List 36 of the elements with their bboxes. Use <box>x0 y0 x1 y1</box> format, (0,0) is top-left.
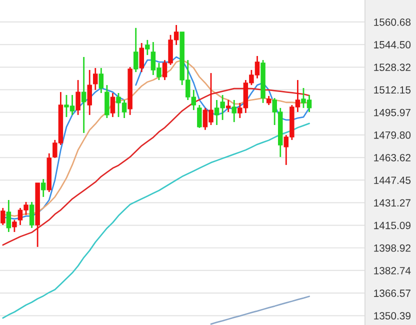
y-tick-label: 1350.39 <box>374 312 410 320</box>
y-tick-label: 1366.57 <box>374 290 410 297</box>
candlestick <box>104 84 110 119</box>
y-tick-label: 1528.32 <box>374 64 410 72</box>
candlestick <box>12 219 17 233</box>
candlestick <box>0 207 6 226</box>
y-tick-label: 1382.74 <box>374 266 411 274</box>
candlestick <box>266 95 272 106</box>
candlestick <box>76 79 80 116</box>
candlestick <box>81 56 86 134</box>
candlestick <box>40 178 46 198</box>
candlestick <box>110 92 116 118</box>
y-tick-label: 1512.15 <box>374 86 411 94</box>
candlestick <box>197 104 202 129</box>
candlestick <box>232 99 236 123</box>
candlestick <box>29 201 34 229</box>
y-tick-label: 1415.09 <box>374 222 410 230</box>
y-tick-label: 1495.97 <box>374 108 410 116</box>
candlestick <box>87 69 92 116</box>
line-series <box>210 296 310 325</box>
line-series <box>2 122 310 319</box>
candlestick <box>145 39 150 56</box>
y-tick-label: 1447.45 <box>374 176 411 184</box>
candlestick <box>226 99 231 113</box>
candlestick <box>139 42 144 73</box>
y-tick-label: 1479.80 <box>374 131 411 139</box>
y-tick-label: 1544.50 <box>374 41 411 48</box>
y-tick-label: 1431.27 <box>374 199 410 207</box>
y-tick-label: 1398.92 <box>374 244 410 252</box>
candlestick <box>93 67 98 91</box>
y-tick-label: 1463.62 <box>374 154 410 162</box>
candlestick <box>6 199 12 233</box>
y-tick-label: 1560.68 <box>374 18 411 26</box>
candlestick <box>133 27 138 73</box>
line-series <box>2 88 310 246</box>
candlestick <box>98 67 104 94</box>
